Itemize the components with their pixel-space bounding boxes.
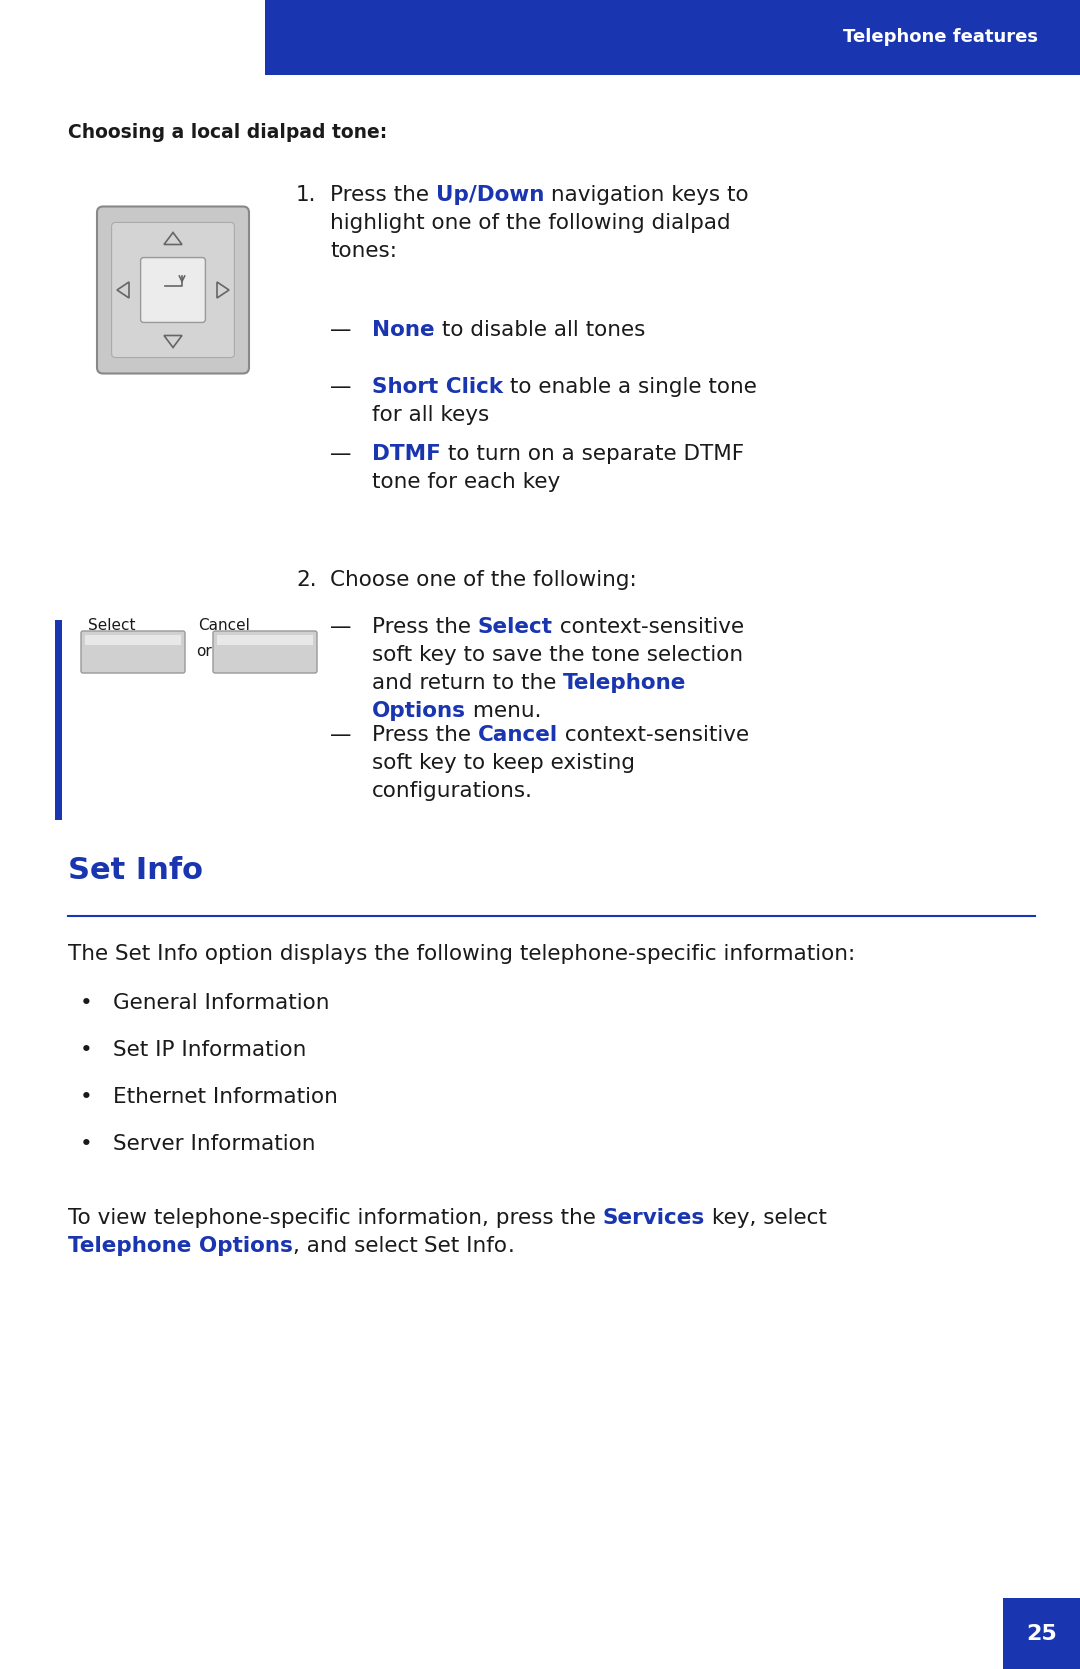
Text: —: — bbox=[330, 724, 351, 744]
FancyBboxPatch shape bbox=[81, 631, 185, 673]
Text: —: — bbox=[330, 444, 351, 464]
FancyBboxPatch shape bbox=[140, 257, 205, 322]
Text: to disable all tones: to disable all tones bbox=[434, 320, 645, 340]
Text: Services: Services bbox=[603, 1208, 705, 1228]
Text: Up/Down: Up/Down bbox=[436, 185, 544, 205]
Text: —: — bbox=[330, 320, 351, 340]
Text: Server Information: Server Information bbox=[113, 1133, 315, 1153]
Text: Select: Select bbox=[87, 618, 135, 633]
Text: None: None bbox=[372, 320, 434, 340]
Text: Cancel: Cancel bbox=[198, 618, 249, 633]
Text: The Set Info option displays the following telephone-specific information:: The Set Info option displays the followi… bbox=[68, 945, 855, 965]
Text: tone for each key: tone for each key bbox=[372, 472, 561, 492]
Text: Telephone Options: Telephone Options bbox=[68, 1237, 293, 1257]
Text: •: • bbox=[80, 993, 93, 1013]
Text: Set IP Information: Set IP Information bbox=[113, 1040, 307, 1060]
Text: and return to the: and return to the bbox=[372, 673, 564, 693]
Text: Short Click: Short Click bbox=[372, 377, 503, 397]
Text: —: — bbox=[330, 618, 351, 638]
Text: Telephone: Telephone bbox=[564, 673, 687, 693]
Text: configurations.: configurations. bbox=[372, 781, 534, 801]
Text: Ethernet Information: Ethernet Information bbox=[113, 1087, 338, 1107]
FancyBboxPatch shape bbox=[97, 207, 249, 374]
Text: , and select: , and select bbox=[293, 1237, 424, 1257]
Text: highlight one of the following dialpad: highlight one of the following dialpad bbox=[330, 214, 731, 234]
Text: context-sensitive: context-sensitive bbox=[558, 724, 750, 744]
Text: Options: Options bbox=[372, 701, 465, 721]
Text: navigation keys to: navigation keys to bbox=[544, 185, 748, 205]
Text: Choosing a local dialpad tone:: Choosing a local dialpad tone: bbox=[68, 124, 388, 142]
Text: tones:: tones: bbox=[330, 240, 397, 260]
Text: To view telephone-specific information, press the: To view telephone-specific information, … bbox=[68, 1208, 603, 1228]
Text: DTMF: DTMF bbox=[372, 444, 441, 464]
Text: .: . bbox=[508, 1237, 514, 1257]
Text: Telephone features: Telephone features bbox=[843, 28, 1038, 47]
Text: Set Info: Set Info bbox=[424, 1237, 508, 1257]
Text: 1.: 1. bbox=[296, 185, 316, 205]
Text: Press the: Press the bbox=[372, 618, 477, 638]
Text: 2.: 2. bbox=[296, 571, 316, 591]
Text: •: • bbox=[80, 1133, 93, 1153]
Text: to enable a single tone: to enable a single tone bbox=[503, 377, 757, 397]
Text: Choose one of the following:: Choose one of the following: bbox=[330, 571, 637, 591]
Bar bbox=[265, 0, 1080, 75]
Text: key, select: key, select bbox=[705, 1208, 827, 1228]
Text: context-sensitive: context-sensitive bbox=[553, 618, 744, 638]
Bar bbox=[85, 634, 181, 644]
Text: General Information: General Information bbox=[113, 993, 329, 1013]
Text: menu.: menu. bbox=[465, 701, 541, 721]
Text: Press the: Press the bbox=[330, 185, 436, 205]
Text: for all keys: for all keys bbox=[372, 406, 489, 426]
Text: or: or bbox=[195, 644, 212, 659]
Bar bbox=[55, 719, 62, 819]
Text: 25: 25 bbox=[1026, 1624, 1057, 1644]
FancyBboxPatch shape bbox=[111, 222, 234, 357]
Text: Cancel: Cancel bbox=[477, 724, 558, 744]
Text: Press the: Press the bbox=[372, 724, 477, 744]
Text: soft key to keep existing: soft key to keep existing bbox=[372, 753, 635, 773]
Bar bbox=[217, 634, 313, 644]
Text: •: • bbox=[80, 1040, 93, 1060]
Text: to turn on a separate DTMF: to turn on a separate DTMF bbox=[441, 444, 744, 464]
Text: •: • bbox=[80, 1087, 93, 1107]
FancyBboxPatch shape bbox=[213, 631, 318, 673]
Bar bbox=[1003, 1597, 1080, 1669]
Bar bbox=[55, 619, 62, 729]
Text: —: — bbox=[330, 377, 351, 397]
Text: Select: Select bbox=[477, 618, 553, 638]
Text: soft key to save the tone selection: soft key to save the tone selection bbox=[372, 644, 743, 664]
Text: Set Info: Set Info bbox=[68, 856, 203, 885]
